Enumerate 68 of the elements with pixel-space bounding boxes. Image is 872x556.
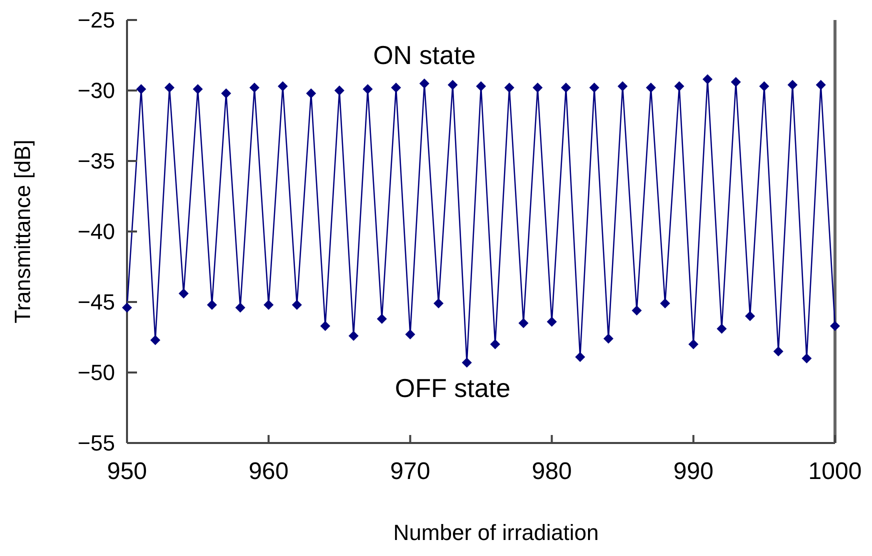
point [434, 298, 444, 308]
annotation: OFF state [394, 373, 510, 404]
point [292, 300, 302, 310]
x-tick-label: 980 [532, 458, 572, 485]
y-tick-label: −45 [78, 290, 115, 315]
point [150, 335, 160, 346]
point [206, 300, 217, 310]
point [745, 311, 756, 322]
point [448, 80, 458, 90]
y-tick-label: −50 [78, 360, 115, 386]
point [730, 77, 741, 88]
point [405, 329, 416, 340]
point [178, 288, 189, 299]
x-tick-label: 960 [248, 458, 289, 485]
point [391, 82, 402, 93]
y-tick-label: −30 [78, 78, 115, 104]
point [264, 300, 274, 310]
y-tick-label: −55 [78, 430, 115, 456]
point [235, 302, 246, 313]
annotation: ON state [373, 40, 476, 70]
point [362, 84, 373, 94]
x-tick-label: 1000 [808, 458, 862, 485]
y-tick-label: −40 [78, 219, 115, 244]
point [192, 84, 203, 94]
point [419, 78, 430, 88]
point [688, 339, 698, 350]
point [660, 298, 670, 308]
point [532, 82, 543, 93]
point [830, 320, 840, 331]
point [618, 81, 628, 92]
point [773, 346, 784, 356]
point [518, 318, 528, 328]
point [136, 84, 146, 94]
x-tick-label: 990 [673, 458, 714, 485]
y-axis-title: Transmittance [dB] [10, 140, 35, 324]
y-tick-label: −35 [78, 148, 115, 174]
point [702, 74, 713, 84]
point [221, 88, 232, 98]
point [546, 316, 557, 327]
point [603, 334, 614, 344]
point [490, 339, 500, 350]
x-tick-label: 950 [106, 458, 148, 485]
point [716, 324, 727, 334]
point [249, 82, 260, 93]
point [334, 86, 344, 96]
point [278, 81, 288, 92]
point [646, 82, 656, 93]
y-tick-label: −25 [78, 8, 115, 33]
x-tick-label: 970 [390, 458, 430, 485]
point [122, 302, 132, 313]
point [476, 81, 486, 92]
point [575, 352, 586, 362]
point [462, 358, 472, 368]
point [504, 82, 514, 93]
point [674, 81, 684, 92]
point [560, 82, 571, 93]
point [802, 353, 812, 364]
point [816, 80, 826, 90]
point [788, 80, 798, 90]
point [589, 82, 600, 93]
x-axis-title: Number of irradiation [393, 520, 599, 545]
point [348, 330, 359, 341]
point [320, 320, 330, 331]
point [376, 314, 387, 324]
point [759, 81, 770, 92]
point [164, 82, 174, 93]
point [306, 88, 316, 98]
point [632, 305, 642, 316]
